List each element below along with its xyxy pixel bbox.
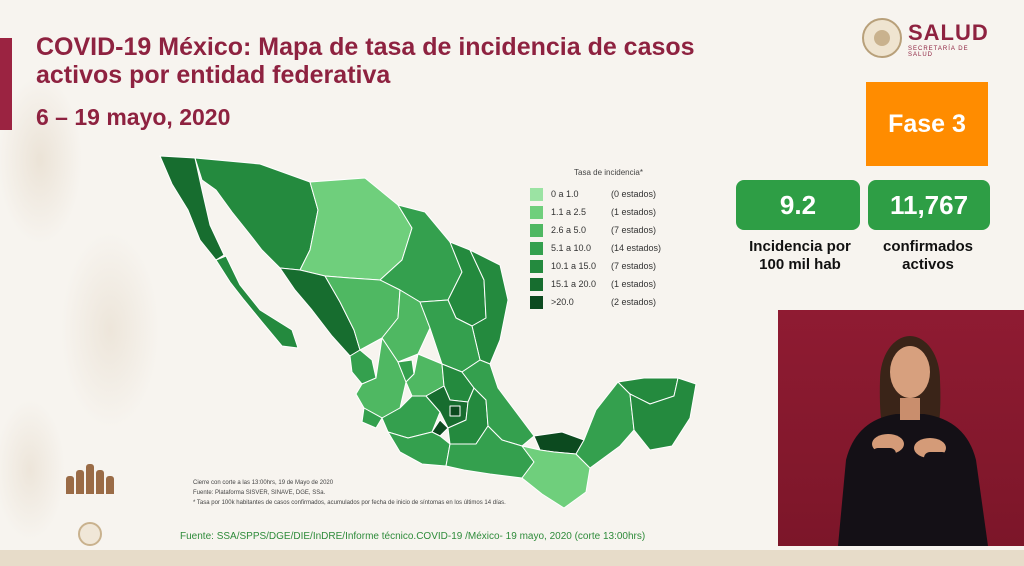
state-cdmx: [449, 405, 461, 417]
legend-swatch: [530, 295, 543, 309]
legend-item: 1.1 a 2.5 (1 estados): [530, 203, 720, 221]
legend-item: 0 a 1.0 (0 estados): [530, 185, 720, 203]
mexico-incidence-map: [159, 155, 697, 509]
salud-logo: SALUD SECRETARÍA DE SALUD: [862, 18, 992, 58]
seal-icon: [78, 522, 102, 546]
seal-icon: [862, 18, 902, 58]
legend-range: 15.1 a 20.0: [551, 279, 597, 289]
legend-item: 2.6 a 5.0 (7 estados): [530, 221, 720, 239]
legend-swatch: [530, 205, 543, 219]
state-colima: [361, 407, 383, 429]
page-title: COVID-19 México: Mapa de tasa de inciden…: [36, 33, 695, 89]
legend-range: 10.1 a 15.0: [551, 261, 597, 271]
incidence-value: 9.2: [736, 180, 860, 230]
legend-range: 0 a 1.0: [551, 189, 579, 199]
map-legend: Tasa de incidencia* 0 a 1.0 (0 estados) …: [530, 168, 720, 311]
data-source-note: Fuente: Plataforma SISVER, SINAVE, DGE, …: [193, 490, 326, 496]
state-campeche: [575, 381, 635, 469]
state-nayarit: [349, 349, 377, 385]
logo-subtitle: SECRETARÍA DE SALUD: [908, 46, 969, 58]
legend-range: 2.6 a 5.0: [551, 225, 587, 235]
legend-count: (7 estados): [611, 261, 657, 271]
background-pattern: [0, 0, 170, 566]
legend-range: 5.1 a 10.0: [551, 243, 592, 253]
active-cases-label: confirmados activos: [882, 238, 973, 273]
state-chihuahua: [299, 177, 413, 281]
incidence-label: Incidencia por 100 mil hab: [749, 238, 851, 273]
interpreter-figure: [838, 336, 988, 546]
legend-item: 5.1 a 10.0 (14 estados): [530, 239, 720, 257]
legend-item: >20.0 (2 estados): [530, 293, 720, 311]
legend-swatch: [530, 223, 543, 237]
legend-swatch: [530, 187, 543, 201]
state-chiapas: [521, 445, 591, 509]
legend-range: >20.0: [551, 297, 574, 307]
footer-strip: [0, 550, 1024, 566]
legend-count: (1 estados): [611, 279, 657, 289]
legend-title: Tasa de incidencia*: [574, 168, 643, 177]
legend-count: (1 estados): [611, 207, 657, 217]
legend-count: (14 estados): [611, 243, 662, 253]
state-quintana-roo: [629, 377, 697, 451]
legend-item: 10.1 a 15.0 (7 estados): [530, 257, 720, 275]
legend-range: 1.1 a 2.5: [551, 207, 587, 217]
legend-swatch: [530, 241, 543, 255]
legend-count: (0 estados): [611, 189, 657, 199]
map-footnotes: Cierre con corte a las 13:00hrs, 19 de M…: [193, 478, 713, 508]
accent-bar: [0, 38, 12, 130]
state-baja-california: [159, 155, 225, 261]
heroes-crest-icon: [62, 462, 122, 494]
legend-swatch: [530, 259, 543, 273]
legend-item: 15.1 a 20.0 (1 estados): [530, 275, 720, 293]
logo-name: SALUD: [908, 20, 989, 45]
source-line: Fuente: SSA/SPPS/DGE/DIE/InDRE/Informe t…: [180, 531, 646, 542]
state-baja-california-sur: [215, 255, 299, 349]
cutoff-note: Cierre con corte a las 13:00hrs, 19 de M…: [193, 480, 334, 486]
legend-swatch: [530, 277, 543, 291]
phase-badge: Fase 3: [866, 82, 988, 166]
state-guerrero: [387, 431, 451, 467]
state-jalisco: [355, 337, 407, 419]
active-cases-value: 11,767: [868, 180, 990, 230]
date-range: 6 – 19 mayo, 2020: [36, 104, 231, 130]
sign-language-video: [778, 310, 1024, 546]
rate-definition-note: * Tasa por 100k habitantes de casos conf…: [193, 500, 506, 506]
legend-count: (2 estados): [611, 297, 657, 307]
legend-count: (7 estados): [611, 225, 657, 235]
